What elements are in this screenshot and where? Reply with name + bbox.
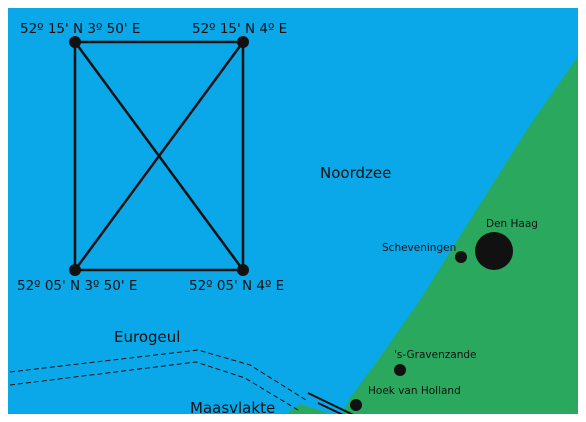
hoek-van-holland-marker	[350, 399, 362, 411]
corner-label-ne: 52º 15' N 4º E	[192, 21, 287, 37]
gravenzande-label: 's-Gravenzande	[394, 349, 476, 361]
sea-label: Noordzee	[320, 164, 391, 182]
diagonal-ne-sw	[73, 41, 245, 271]
area-rectangle	[73, 40, 245, 272]
corner-point-ne	[237, 36, 249, 48]
corner-point-se	[237, 264, 249, 276]
corner-label-nw: 52º 15' N 3º 50' E	[20, 21, 140, 37]
den-haag-marker	[475, 232, 513, 270]
hoek-van-holland-label: Hoek van Holland	[368, 385, 461, 397]
gravenzande-marker	[394, 364, 406, 376]
den-haag-label: Den Haag	[486, 218, 538, 230]
scheveningen-marker	[455, 251, 467, 263]
channel-label: Eurogeul	[114, 328, 180, 346]
eurogeul-channel-north	[9, 349, 307, 401]
corner-point-nw	[69, 36, 81, 48]
scheveningen-label: Scheveningen	[382, 242, 456, 254]
corner-label-sw: 52º 05' N 3º 50' E	[17, 278, 137, 294]
corner-label-se: 52º 05' N 4º E	[189, 278, 284, 294]
land-area	[338, 45, 586, 422]
corner-point-sw	[69, 264, 81, 276]
maasvlakte-label: Maasvlakte	[190, 399, 275, 417]
